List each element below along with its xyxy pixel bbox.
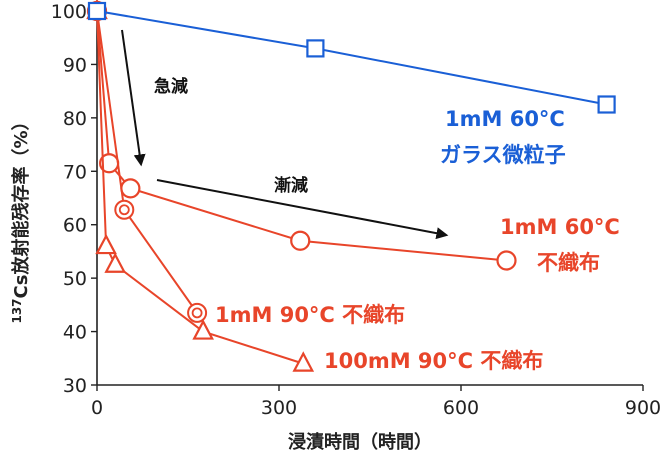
labels-layer: 1mM 60°C ガラス微粒子 1mM 60°C 不織布 1mM 90°C 不織布 100… [121, 29, 620, 373]
series-label: 1mM 60°C [445, 107, 565, 131]
data-point-triangle [292, 351, 315, 372]
data-point-square [87, 1, 107, 21]
data-point-circle [290, 230, 311, 251]
y-tick-label: 100 [51, 1, 87, 23]
annotation-arrow [121, 29, 146, 167]
annotation-label: 漸減 [274, 175, 308, 196]
x-axis-title: 浸漬時間（時間） [288, 431, 432, 453]
x-tick-label: 900 [625, 397, 661, 419]
y-tick-label: 80 [63, 108, 87, 130]
data-point-square [306, 39, 325, 58]
data-point-square [597, 95, 616, 114]
x-tick-label: 0 [91, 397, 103, 419]
series-label: 1mM 60°C [500, 215, 620, 239]
data-point-double-circle-inner [118, 204, 130, 216]
series-label: ガラス微粒子 [440, 143, 566, 167]
series-label: 1mM 90°C 不織布 [215, 303, 405, 327]
y-axis-title: 137Cs放射能残存率（%） [10, 112, 32, 323]
y-axis-title-main: Cs放射能残存率（%） [10, 112, 32, 298]
series-label: 100mM 90°C 不織布 [324, 349, 543, 373]
series-line [96, 10, 507, 262]
axes: 30 40 50 60 70 80 90 100 0 300 600 900 浸漬時間（時間） 137Cs… [10, 1, 661, 453]
data-point-double-circle-inner [191, 307, 203, 319]
y-tick-label: 90 [63, 54, 87, 76]
data-point-circle [120, 178, 141, 199]
y-tick-label: 40 [63, 322, 87, 344]
data-point-triangle [104, 252, 127, 273]
data-point-triangle [192, 319, 214, 340]
y-axis-title-superscript: 137 [10, 298, 24, 323]
y-tick-label: 50 [63, 268, 87, 290]
y-tick-label: 70 [63, 161, 87, 183]
x-tick-label: 300 [261, 397, 297, 419]
y-tick-label: 60 [63, 215, 87, 237]
series-1 [86, 0, 517, 271]
series-label: 不織布 [537, 251, 600, 275]
data-point-circle [496, 250, 517, 271]
series-layer [86, 0, 616, 372]
x-tick-label: 600 [443, 397, 479, 419]
data-point-triangle [95, 233, 117, 255]
y-tick-label: 30 [63, 375, 87, 397]
annotation-label: 急減 [154, 76, 188, 97]
annotation-arrow [156, 179, 449, 240]
series-0 [87, 1, 616, 114]
